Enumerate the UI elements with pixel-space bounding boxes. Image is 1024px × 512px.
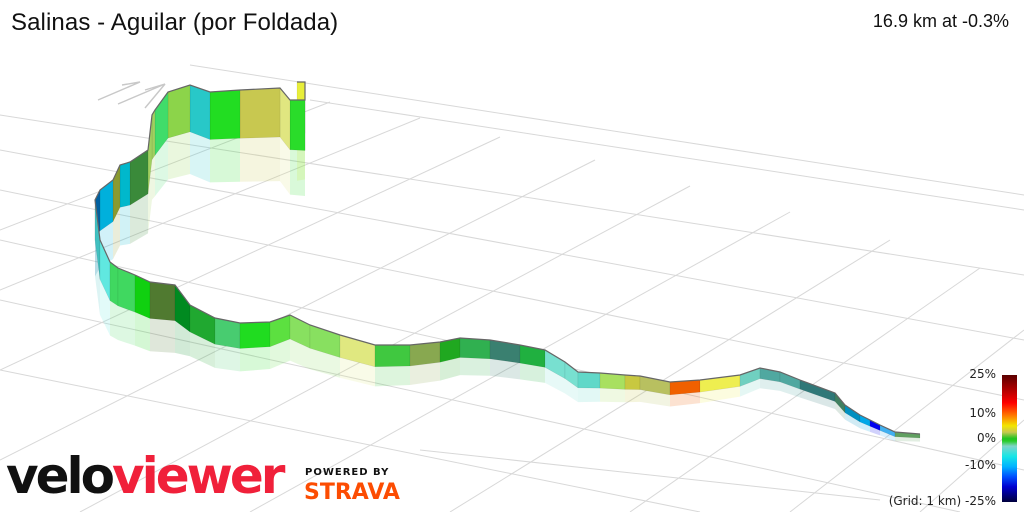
- elevation-top-edge: [94, 81, 921, 435]
- shadow-segment: [800, 389, 835, 410]
- shadow-segment: [460, 357, 490, 376]
- shadow-segment: [215, 344, 240, 372]
- logo-velo: velo: [6, 447, 115, 505]
- shadow-segment: [845, 412, 860, 429]
- shadow-segment: [190, 131, 210, 183]
- shadow-segment: [175, 320, 190, 357]
- shadow-segment: [340, 357, 375, 387]
- gradient-segment[interactable]: [489, 339, 521, 364]
- shadow-segment: [270, 339, 290, 370]
- shadow-segment: [190, 331, 215, 368]
- gradient-segment[interactable]: [209, 89, 241, 140]
- gradient-segment[interactable]: [459, 337, 491, 360]
- powered-by-label: POWERED BY: [305, 467, 390, 478]
- gradient-segment[interactable]: [577, 371, 601, 389]
- gradient-segment[interactable]: [409, 341, 441, 367]
- gradient-segment[interactable]: [374, 344, 411, 368]
- shadow-segment: [760, 378, 780, 391]
- shadow-segment: [870, 426, 880, 436]
- shadow-segment: [625, 389, 640, 403]
- gradient-segment[interactable]: [149, 281, 176, 321]
- shadow-segment: [700, 386, 740, 404]
- gradient-segment[interactable]: [239, 87, 281, 139]
- shadow-segment: [130, 193, 148, 244]
- shadow-segment: [280, 137, 290, 195]
- gradient-segment[interactable]: [99, 179, 114, 232]
- shadow-segment: [110, 300, 118, 341]
- route-stats: 16.9 km at -0.3%: [872, 11, 1009, 31]
- shadow-segment: [95, 240, 100, 315]
- shadow-segment: [310, 348, 340, 378]
- shadow-segment: [490, 358, 520, 380]
- gradient-segment[interactable]: [119, 161, 131, 208]
- shadow-segment: [148, 159, 152, 234]
- ground-grid: [0, 64, 1024, 512]
- shadow-segment: [640, 389, 670, 407]
- gradient-segment[interactable]: [117, 267, 136, 313]
- shadow-segment: [410, 362, 440, 385]
- shadow-segment: [290, 149, 305, 196]
- shadow-segment: [375, 366, 410, 387]
- scale-label: 10%: [969, 406, 996, 420]
- elevation-shadow: [95, 131, 920, 442]
- shadow-segment: [880, 430, 895, 442]
- north-arrow-icon: [97, 81, 166, 109]
- shadow-segment: [520, 363, 545, 383]
- shadow-segment: [895, 436, 920, 442]
- shadow-segment: [118, 305, 135, 346]
- elevation-ribbon[interactable]: [94, 81, 921, 439]
- shadow-segment: [152, 155, 155, 200]
- shadow-segment: [100, 279, 110, 336]
- route-title: Salinas - Aguilar (por Foldada): [11, 9, 339, 36]
- shadow-segment: [670, 392, 700, 407]
- shadow-segment: [240, 137, 280, 182]
- scale-label: 0%: [976, 431, 996, 445]
- shadow-segment: [155, 138, 168, 197]
- scale-label: -10%: [964, 458, 996, 472]
- shadow-segment: [150, 318, 175, 353]
- shadow-segment: [578, 387, 600, 403]
- shadow-segment: [210, 138, 240, 183]
- gradient-segment[interactable]: [151, 109, 156, 161]
- scale-label: 25%: [969, 367, 996, 381]
- strava-logo[interactable]: STRAVA: [304, 480, 400, 505]
- shadow-segment: [740, 378, 760, 397]
- shadow-segment: [113, 207, 120, 260]
- gradient-segment[interactable]: [599, 372, 626, 390]
- shadow-segment: [545, 367, 565, 394]
- scale-label: (Grid: 1 km) -25%: [888, 494, 996, 508]
- gradient-segment[interactable]: [289, 99, 306, 151]
- shadow-segment: [168, 131, 190, 180]
- shadow-segment: [290, 339, 310, 370]
- shadow-segment: [780, 381, 800, 398]
- shadow-segment: [135, 312, 150, 352]
- veloviewer-logo[interactable]: veloviewer: [6, 446, 285, 506]
- shadow-segment: [835, 401, 845, 420]
- gradient-segment[interactable]: [624, 374, 641, 390]
- shadow-segment: [120, 205, 130, 246]
- logo-viewer: viewer: [112, 447, 285, 505]
- gradient-segment[interactable]: [189, 84, 211, 140]
- gradient-segment[interactable]: [239, 321, 271, 349]
- shadow-segment: [565, 378, 578, 403]
- shadow-segment: [600, 388, 625, 403]
- shadow-segment: [240, 346, 270, 372]
- gradient-color-scale: [1002, 375, 1017, 502]
- shadow-segment: [860, 421, 870, 432]
- gradient-segment[interactable]: [167, 84, 191, 139]
- shadow-segment: [440, 357, 460, 381]
- gradient-segment[interactable]: [109, 261, 119, 307]
